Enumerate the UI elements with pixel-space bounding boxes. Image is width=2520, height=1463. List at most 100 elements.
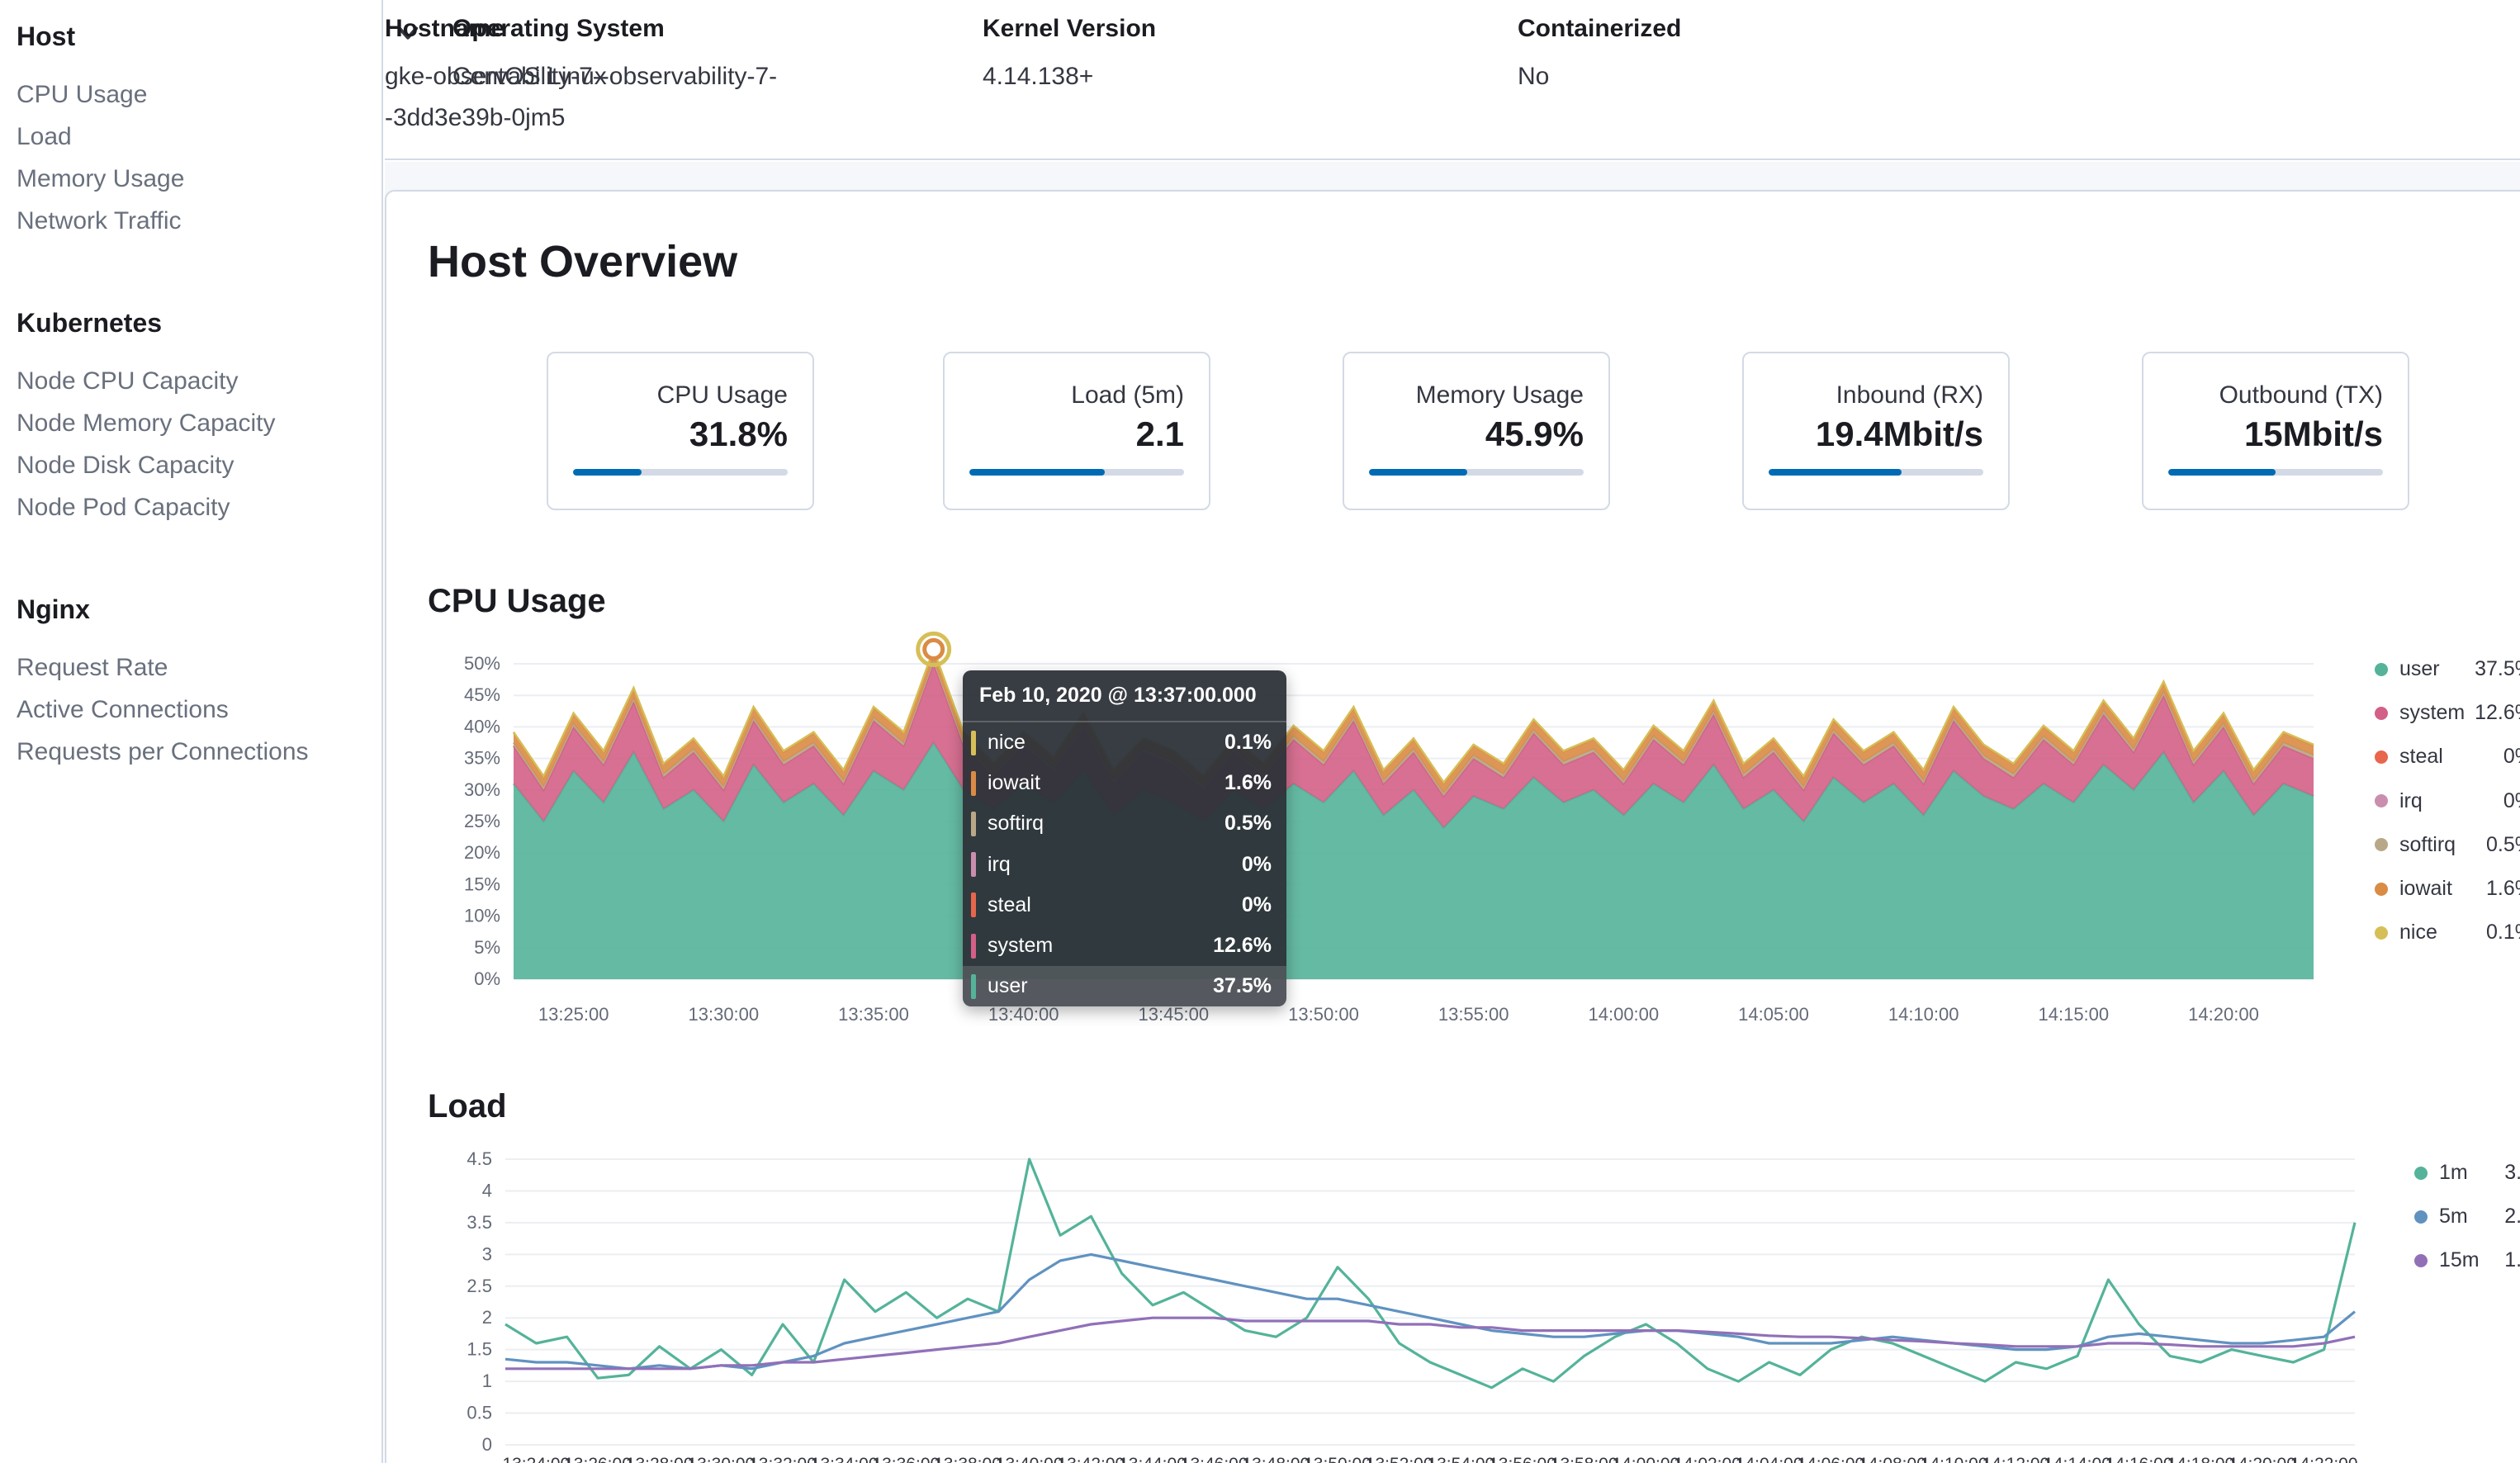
series-color-strip bbox=[971, 811, 976, 836]
load-x-axis-tick-label: 13:34:00 bbox=[807, 1455, 883, 1463]
legend-item-steal[interactable]: steal 0% bbox=[2375, 735, 2520, 779]
tooltip-series-label: steal bbox=[988, 892, 1031, 916]
metric-value: 2.1 bbox=[1135, 414, 1184, 453]
sidebar-item-active-connections[interactable]: Active Connections bbox=[17, 696, 229, 723]
page-title: Host Overview bbox=[428, 237, 738, 286]
host-metadata-header: Hostname gke-observability-7--observabil… bbox=[385, 0, 2520, 160]
series-color-strip bbox=[971, 730, 976, 755]
load-x-axis-tick-label: 13:44:00 bbox=[1115, 1455, 1191, 1463]
tooltip-row-softirq: softirq 0.5% bbox=[963, 803, 1286, 844]
meta-value: 4.14.138+ bbox=[983, 63, 1094, 90]
legend-dot-icon bbox=[2375, 926, 2388, 940]
sidebar-item-requests-per-connections[interactable]: Requests per Connections bbox=[17, 738, 309, 765]
load-x-axis-tick-label: 14:10:00 bbox=[1916, 1455, 1992, 1463]
line-series-5m bbox=[504, 1252, 2357, 1371]
legend-value: 37.5% bbox=[2475, 657, 2520, 681]
load-x-axis-tick-label: 13:56:00 bbox=[1485, 1455, 1561, 1463]
chevron-down-icon[interactable] bbox=[393, 18, 423, 48]
legend-label: 1m bbox=[2439, 1161, 2468, 1185]
y-axis-tick-label: 0.5 bbox=[467, 1403, 492, 1423]
series-color-strip bbox=[971, 892, 976, 918]
y-axis-tick-label: 0 bbox=[482, 1434, 492, 1455]
series-color-strip bbox=[971, 770, 976, 796]
legend-value: 1.7 bbox=[2504, 1248, 2520, 1272]
load-x-axis-tick-label: 13:26:00 bbox=[560, 1455, 636, 1463]
y-axis-tick-label: 5% bbox=[474, 937, 500, 958]
legend-value: 0.1% bbox=[2486, 921, 2520, 945]
tooltip-rows: nice 0.1% iowait 1.6% softirq 0.5% irq 0% steal 0… bbox=[963, 722, 1286, 1007]
sidebar-item-network-traffic[interactable]: Network Traffic bbox=[17, 207, 182, 234]
tooltip-timestamp: Feb 10, 2020 @ 13:37:00.000 bbox=[963, 670, 1286, 722]
legend-dot-icon bbox=[2375, 750, 2388, 764]
sidebar-item-node-memory-capacity[interactable]: Node Memory Capacity bbox=[17, 410, 276, 437]
tooltip-row-irq: irq 0% bbox=[963, 845, 1286, 885]
y-axis-tick-label: 15% bbox=[464, 874, 500, 894]
legend-label: nice bbox=[2399, 921, 2437, 945]
legend-label: irq bbox=[2399, 788, 2423, 812]
legend-label: 5m bbox=[2439, 1205, 2468, 1229]
x-axis-tick-label: 14:05:00 bbox=[1738, 1004, 1809, 1025]
y-axis-tick-label: 2.5 bbox=[467, 1276, 492, 1296]
legend-item-15m[interactable]: 15m 1.7 bbox=[2414, 1238, 2520, 1282]
legend-item-1m[interactable]: 1m 3.5 bbox=[2414, 1151, 2520, 1195]
sidebar-item-load[interactable]: Load bbox=[17, 123, 72, 150]
load-x-axis-tick-label: 13:52:00 bbox=[1362, 1455, 1438, 1463]
sidebar-item-node-disk-capacity[interactable]: Node Disk Capacity bbox=[17, 452, 234, 479]
legend-dot-icon bbox=[2375, 794, 2388, 808]
legend-item-5m[interactable]: 5m 2.1 bbox=[2414, 1195, 2520, 1238]
legend-item-system[interactable]: system 12.6% bbox=[2375, 691, 2520, 735]
cpu-usage-section-title: CPU Usage bbox=[428, 583, 606, 619]
y-axis-tick-label: 30% bbox=[464, 779, 500, 800]
metric-label: CPU Usage bbox=[656, 381, 788, 409]
y-axis-tick-label: 1 bbox=[482, 1371, 492, 1391]
x-axis-tick-label: 14:00:00 bbox=[1589, 1004, 1660, 1025]
tooltip-series-value: 37.5% bbox=[1213, 974, 1272, 998]
tooltip-series-label: irq bbox=[988, 852, 1011, 876]
tooltip-series-label: user bbox=[988, 974, 1028, 998]
legend-value: 3.5 bbox=[2504, 1161, 2520, 1185]
meta-value: gke-observability-7--observability-7--3d… bbox=[385, 63, 778, 131]
load-x-axis-tick-label: 14:08:00 bbox=[1854, 1455, 1930, 1463]
chart-tooltip: Feb 10, 2020 @ 13:37:00.000 nice 0.1% iowa… bbox=[963, 670, 1286, 1007]
metric-progress-fill bbox=[2168, 469, 2276, 476]
legend-item-user[interactable]: user 37.5% bbox=[2375, 647, 2520, 691]
tooltip-row-steal: steal 0% bbox=[963, 885, 1286, 926]
legend-value: 0% bbox=[2503, 745, 2520, 769]
nav-group-kubernetes: Kubernetes Node CPU Capacity Node Memory… bbox=[17, 308, 368, 528]
load-chart[interactable]: 00.511.522.533.544.5 13:24:0013:26:0013:… bbox=[428, 1141, 2376, 1463]
meta-label: Containerized bbox=[1518, 15, 1682, 42]
sidebar-item-node-pod-capacity[interactable]: Node Pod Capacity bbox=[17, 494, 230, 521]
tooltip-row-system: system 12.6% bbox=[963, 926, 1286, 966]
metric-card-outbound-tx: Outbound (TX) 15Mbit/s bbox=[2142, 352, 2409, 510]
legend-dot-icon bbox=[2414, 1210, 2428, 1224]
load-x-axis-tick-label: 13:48:00 bbox=[1238, 1455, 1314, 1463]
legend-dot-icon bbox=[2375, 838, 2388, 852]
load-x-axis-tick-label: 13:40:00 bbox=[992, 1455, 1068, 1463]
y-axis-tick-label: 4.5 bbox=[467, 1148, 492, 1169]
legend-item-irq[interactable]: irq 0% bbox=[2375, 779, 2520, 823]
legend-label: softirq bbox=[2399, 832, 2456, 856]
legend-item-softirq[interactable]: softirq 0.5% bbox=[2375, 823, 2520, 867]
x-axis-tick-label: 14:20:00 bbox=[2188, 1004, 2259, 1025]
sidebar-item-request-rate[interactable]: Request Rate bbox=[17, 654, 168, 681]
legend-item-nice[interactable]: nice 0.1% bbox=[2375, 911, 2520, 954]
sidebar-item-node-cpu-capacity[interactable]: Node CPU Capacity bbox=[17, 367, 239, 395]
y-axis-tick-label: 25% bbox=[464, 811, 500, 831]
sidebar-item-cpu-usage[interactable]: CPU Usage bbox=[17, 81, 148, 108]
y-axis-tick-label: 3 bbox=[482, 1243, 492, 1264]
tooltip-series-value: 0% bbox=[1241, 892, 1272, 916]
legend-value: 12.6% bbox=[2475, 701, 2520, 725]
load-section-title: Load bbox=[428, 1088, 507, 1124]
nav-heading-kubernetes: Kubernetes bbox=[17, 308, 163, 338]
y-axis-tick-label: 3.5 bbox=[467, 1212, 492, 1233]
sidebar-item-memory-usage[interactable]: Memory Usage bbox=[17, 165, 185, 192]
load-x-axis-tick-label: 13:58:00 bbox=[1547, 1455, 1622, 1463]
load-x-axis-tick-label: 14:02:00 bbox=[1670, 1455, 1746, 1463]
legend-dot-icon bbox=[2375, 882, 2388, 896]
legend-item-iowait[interactable]: iowait 1.6% bbox=[2375, 867, 2520, 911]
legend-label: iowait bbox=[2399, 877, 2452, 901]
x-axis-tick-label: 13:35:00 bbox=[838, 1004, 909, 1025]
metric-label: Outbound (TX) bbox=[2219, 381, 2383, 409]
cpu-usage-chart[interactable]: 0% 5% 10% 15% 20% 25% 30% 35% 40% 45% 50% 13:25:00 1… bbox=[428, 631, 2343, 1053]
